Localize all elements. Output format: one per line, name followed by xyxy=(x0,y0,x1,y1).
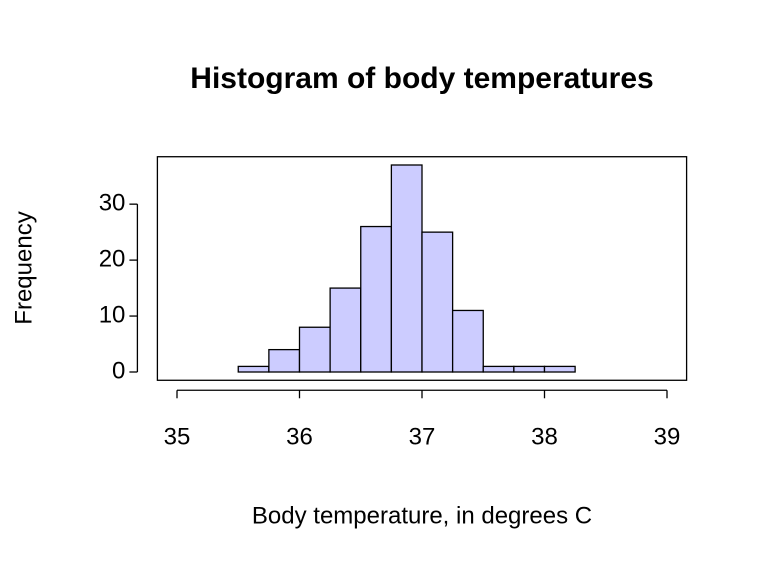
x-tick-label: 37 xyxy=(409,424,436,451)
bar xyxy=(360,225,393,373)
bar xyxy=(513,365,546,373)
x-tick-label: 39 xyxy=(654,424,681,451)
bar xyxy=(543,365,576,373)
bar xyxy=(451,309,484,373)
x-tick-label: 38 xyxy=(531,424,558,451)
chart-title: Histogram of body temperatures xyxy=(190,62,653,95)
y-tick-label: 0 xyxy=(112,357,125,384)
bar xyxy=(421,231,454,373)
bar xyxy=(268,348,301,373)
bar xyxy=(237,365,270,373)
y-axis-label: Frequency xyxy=(10,211,37,324)
plot-frame xyxy=(156,156,688,381)
bar xyxy=(329,287,362,373)
x-tick-label: 36 xyxy=(286,424,313,451)
y-tick-label: 30 xyxy=(99,190,126,217)
bar xyxy=(298,326,331,373)
bar xyxy=(482,365,515,373)
y-tick-label: 10 xyxy=(99,301,126,328)
bar xyxy=(390,164,423,373)
x-tick-label: 35 xyxy=(164,424,191,451)
x-axis-label: Body temperature, in degrees C xyxy=(252,502,592,529)
y-tick-label: 20 xyxy=(99,245,126,272)
